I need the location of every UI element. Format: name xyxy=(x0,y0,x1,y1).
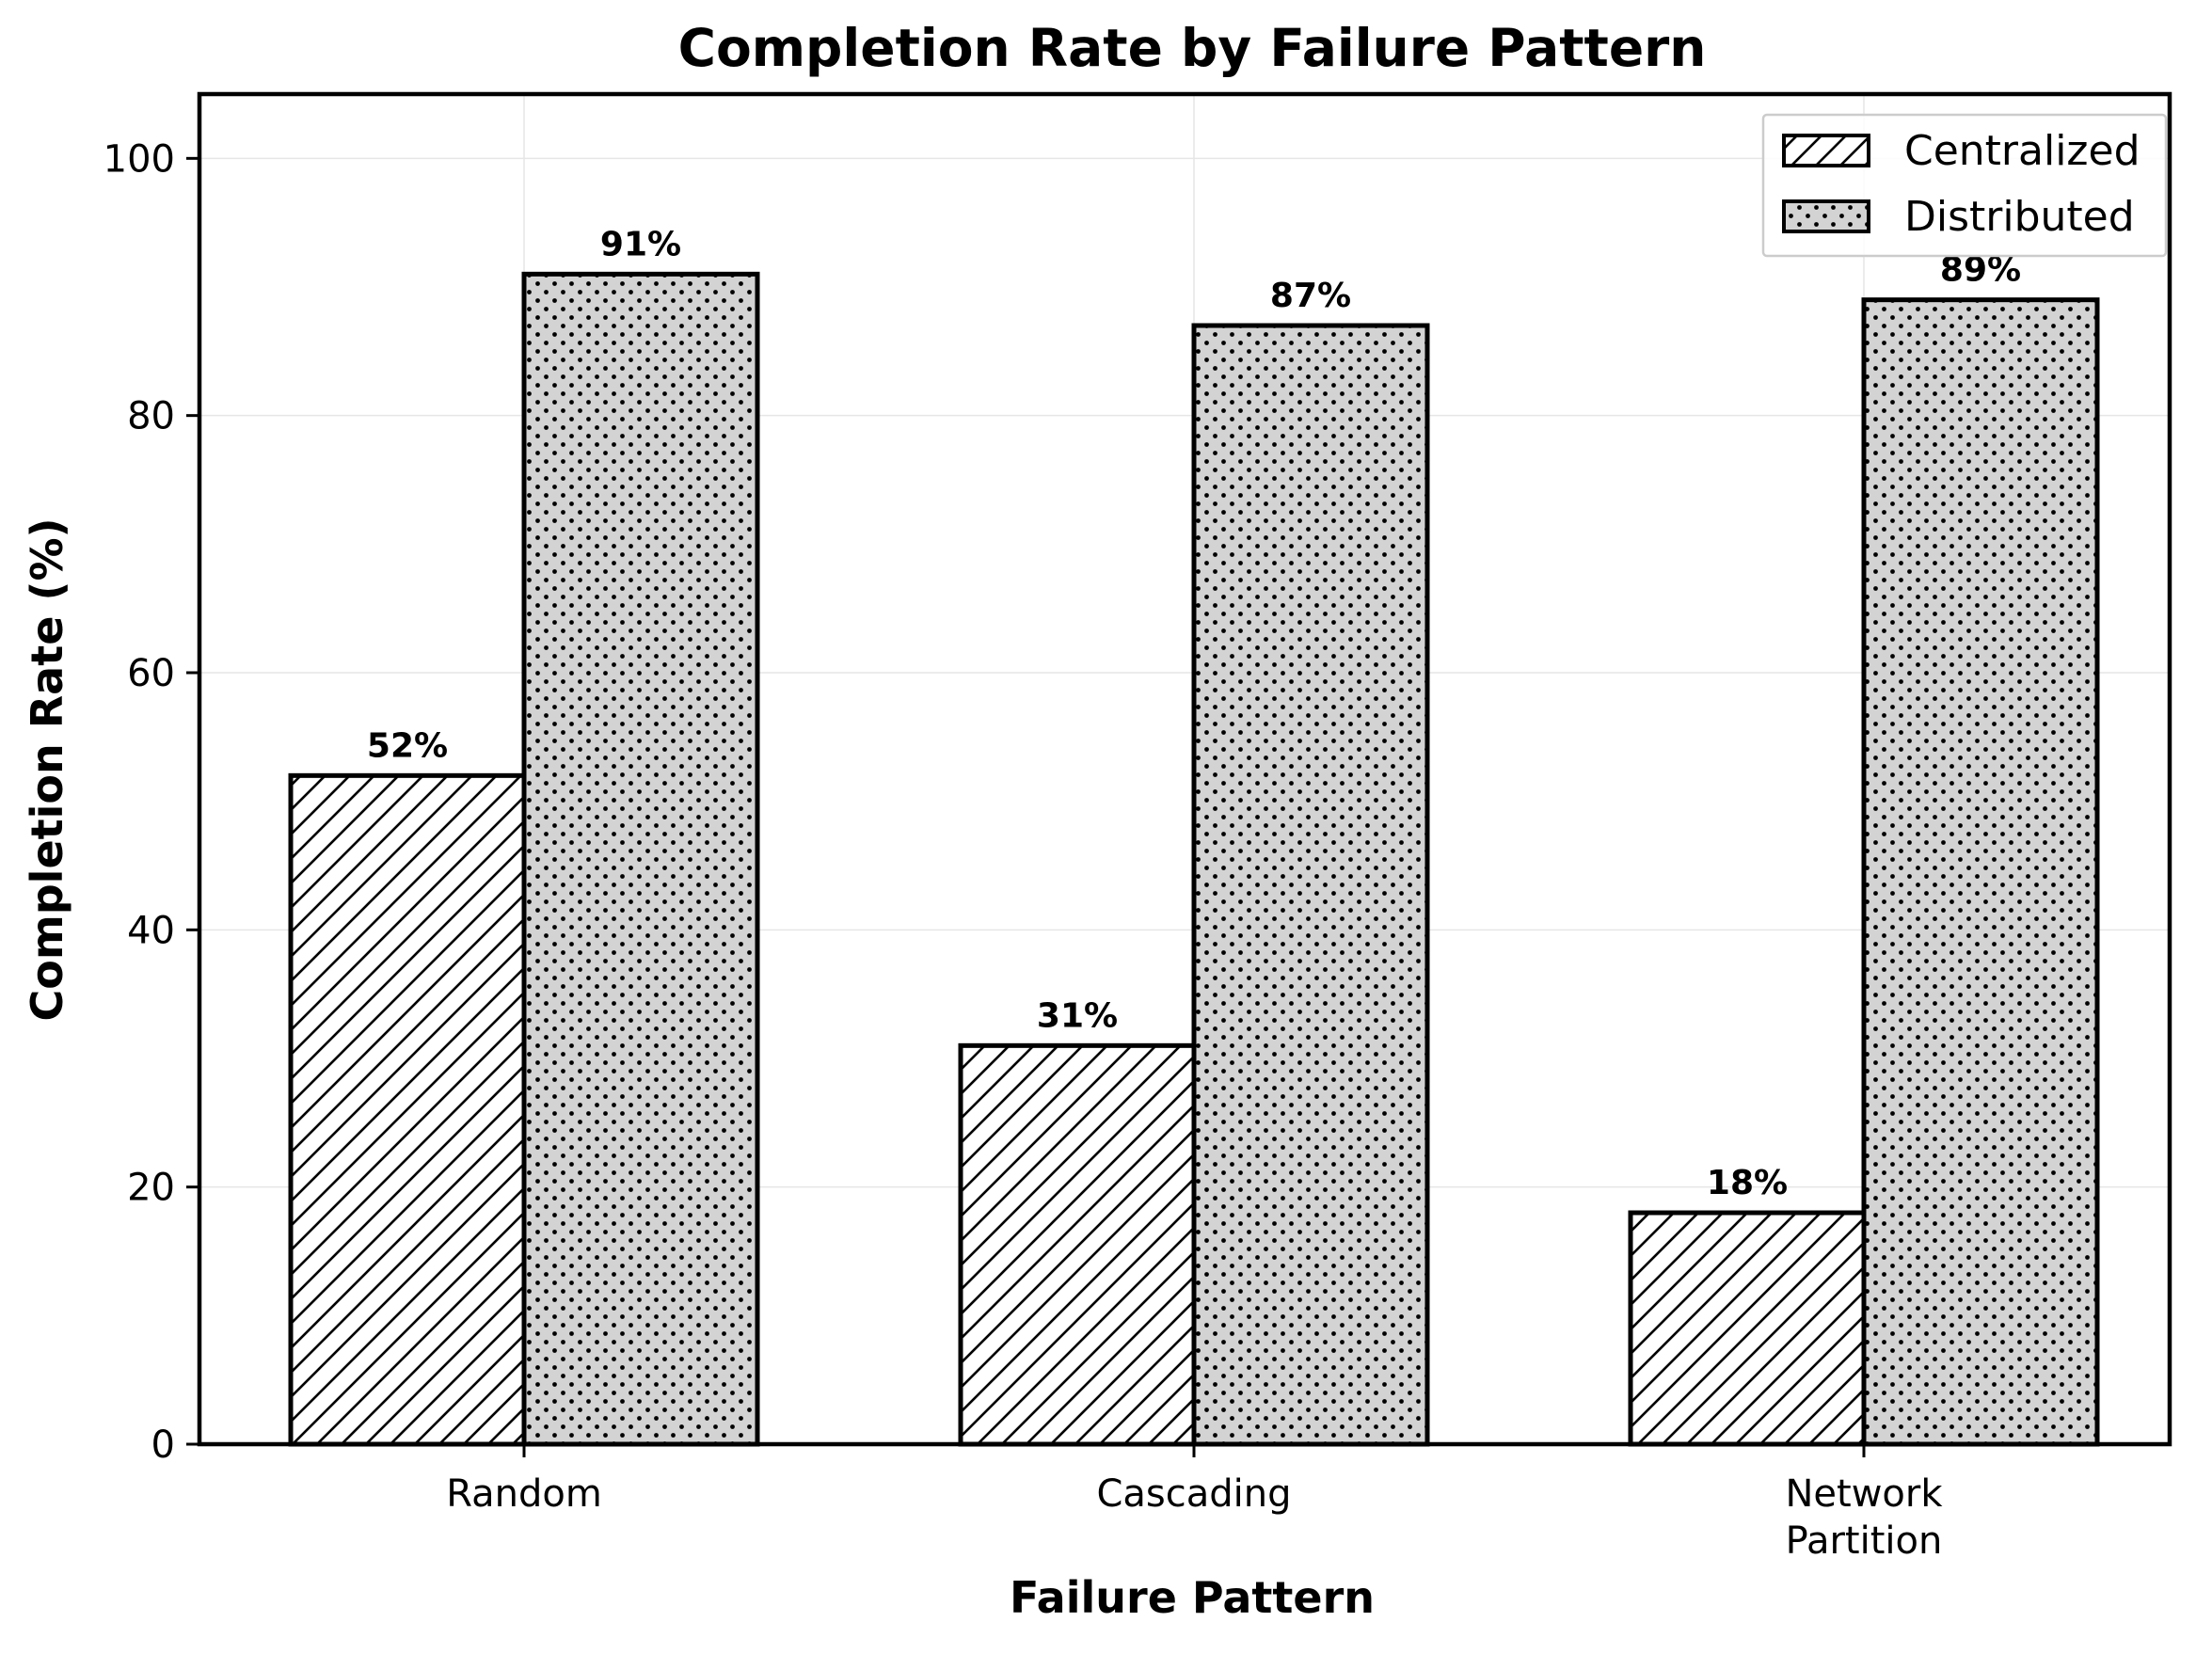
x-tick-label: Partition xyxy=(1786,1519,1943,1563)
bar-value-label: 87% xyxy=(1270,277,1351,315)
bar-distributed-2 xyxy=(1861,297,2100,1447)
bar-value-label: 52% xyxy=(367,726,448,765)
x-axis-title: Failure Pattern xyxy=(1010,1572,1375,1623)
x-tick-label: Cascading xyxy=(1096,1472,1291,1516)
bars xyxy=(288,271,2100,1447)
y-axis-title: Completion Rate (%) xyxy=(22,517,72,1021)
legend-swatch-centralized xyxy=(1782,134,1870,167)
y-tick-label: 80 xyxy=(127,395,175,438)
bar-value-label: 89% xyxy=(1940,251,2021,290)
plot-frame xyxy=(197,91,2172,1447)
axes: 0 20 40 60 80 100 Random Cascading NetworkPartit… xyxy=(103,91,2172,1563)
bar-centralized-1 xyxy=(958,1042,1197,1447)
chart-title: Completion Rate by Failure Pattern xyxy=(678,18,1707,78)
bar-distributed-1 xyxy=(1191,323,1430,1447)
legend-swatch-distributed xyxy=(1782,199,1870,233)
bar-value-label: 18% xyxy=(1707,1164,1788,1202)
bar-value-label: 31% xyxy=(1037,996,1118,1035)
y-tick-label: 100 xyxy=(103,137,175,181)
y-tick-label: 40 xyxy=(127,909,175,952)
bar-distributed-0 xyxy=(521,271,760,1447)
y-tick-label: 0 xyxy=(151,1423,175,1467)
bar-centralized-0 xyxy=(288,772,527,1447)
data-labels: 52% 31% 18% 91% 87% 89% xyxy=(367,225,2021,1202)
y-tick-label: 60 xyxy=(127,652,175,695)
bar-value-label: 91% xyxy=(600,225,681,263)
bar-centralized-2 xyxy=(1628,1210,1867,1447)
legend-label-distributed: Distributed xyxy=(1904,193,2135,241)
x-tick-label: Network xyxy=(1785,1472,1943,1516)
y-tick-label: 20 xyxy=(127,1167,175,1210)
x-tick-label: Random xyxy=(446,1472,602,1516)
legend-label-centralized: Centralized xyxy=(1904,127,2140,175)
legend: Centralized Distributed xyxy=(1761,113,2168,258)
